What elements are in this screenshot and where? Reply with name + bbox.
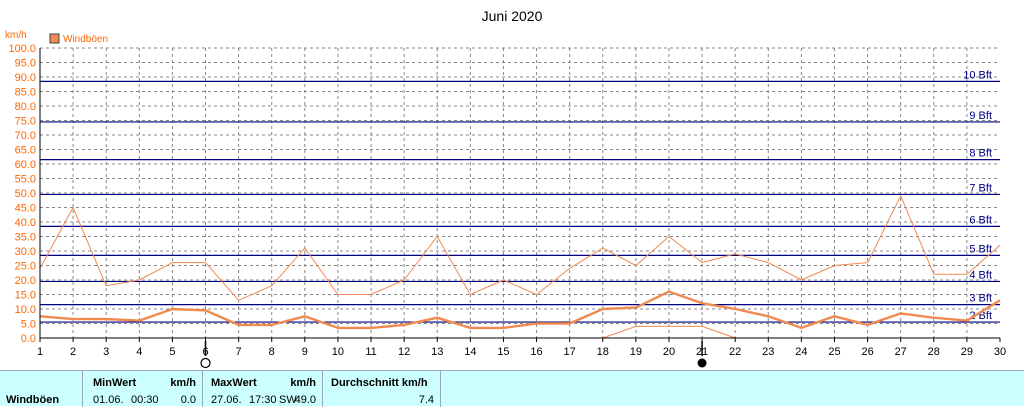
stats-avg-cell: Durchschnitt km/h 7.4 xyxy=(323,371,441,407)
y-tick-label: 25.0 xyxy=(15,261,36,273)
y-tick-label: 65.0 xyxy=(15,145,36,157)
y-tick-label: 55.0 xyxy=(15,174,36,186)
series-line-max xyxy=(39,195,1001,301)
x-tick-label: 8 xyxy=(269,346,275,358)
x-tick-label: 13 xyxy=(431,346,443,358)
x-tick-label: 28 xyxy=(928,346,940,358)
beaufort-label: 7 Bft xyxy=(969,182,992,194)
x-tick-label: 22 xyxy=(729,346,741,358)
first-quarter-moon-icon xyxy=(200,357,211,369)
legend-swatch xyxy=(49,33,60,44)
max-unit: km/h xyxy=(290,377,316,389)
stats-row-label: Windböen xyxy=(6,394,60,406)
y-tick-label: 5.0 xyxy=(21,319,36,331)
legend-label: Windböen xyxy=(63,34,108,45)
beaufort-label: 3 Bft xyxy=(969,293,992,305)
y-tick-label: 20.0 xyxy=(15,275,36,287)
beaufort-lines: 2 Bft 3 Bft 4 Bft 5 Bft 6 Bft 7 Bft 8 Bft 9 Bft… xyxy=(40,69,1000,323)
max-date: 27.06. xyxy=(211,394,242,406)
x-tick-label: 2 xyxy=(70,346,76,358)
x-tick-label: 18 xyxy=(597,346,609,358)
y-tick-label: 0.0 xyxy=(21,333,36,345)
beaufort-label: 2 Bft xyxy=(969,310,992,322)
x-tick-label: 30 xyxy=(994,346,1006,358)
series-line-min xyxy=(602,325,736,339)
x-tick-label: 12 xyxy=(398,346,410,358)
x-tick-label: 29 xyxy=(961,346,973,358)
chart: Juni 2020 km/h Windböen 2 Bft 3 Bft 4 Bft 5… xyxy=(5,8,1006,369)
y-tick-label: 40.0 xyxy=(15,217,36,229)
x-tick-label: 11 xyxy=(365,346,376,358)
y-axis-unit: km/h xyxy=(5,30,27,41)
beaufort-label: 8 Bft xyxy=(969,148,992,160)
beaufort-label: 4 Bft xyxy=(969,269,992,281)
y-tick-label: 15.0 xyxy=(15,290,36,302)
min-unit: km/h xyxy=(170,377,196,389)
min-header: MinWert xyxy=(93,377,137,389)
statistics-table: Windböen MinWert km/h 01.06. 00:30 0.0 M… xyxy=(0,370,1024,407)
x-tick-label: 19 xyxy=(630,346,642,358)
series xyxy=(39,195,1001,339)
moon-markers xyxy=(200,341,707,369)
y-tick-label: 85.0 xyxy=(15,87,36,99)
x-tick-label: 24 xyxy=(795,346,807,358)
x-tick-label: 5 xyxy=(169,346,175,358)
beaufort-label: 10 Bft xyxy=(963,69,992,81)
beaufort-label: 9 Bft xyxy=(969,110,992,122)
x-tick-label: 15 xyxy=(497,346,509,358)
max-direction: SW xyxy=(279,394,297,406)
x-tick-label: 4 xyxy=(136,346,142,358)
y-tick-label: 30.0 xyxy=(15,246,36,258)
stats-min-cell: MinWert km/h 01.06. 00:30 0.0 xyxy=(83,371,203,407)
x-tick-label: 27 xyxy=(895,346,907,358)
max-time: 17:30 xyxy=(249,394,277,406)
y-tick-label: 10.0 xyxy=(15,304,36,316)
x-tick-label: 23 xyxy=(762,346,774,358)
min-value: 0.0 xyxy=(180,394,196,406)
x-tick-label: 3 xyxy=(103,346,109,358)
y-tick-label: 100.0 xyxy=(8,43,36,55)
x-tick-label: 9 xyxy=(302,346,308,358)
beaufort-label: 5 Bft xyxy=(969,243,992,255)
stats-max-cell: MaxWert km/h 27.06. 17:30 SW 49.0 xyxy=(203,371,323,407)
x-tick-label: 10 xyxy=(332,346,344,358)
x-tick-label: 20 xyxy=(663,346,675,358)
x-tick-label: 26 xyxy=(861,346,873,358)
y-tick-label: 35.0 xyxy=(15,232,36,244)
y-tick-label: 70.0 xyxy=(15,130,36,142)
x-tick-label: 17 xyxy=(564,346,576,358)
stats-row-label-cell: Windböen xyxy=(0,371,83,407)
x-tick-label: 14 xyxy=(464,346,476,358)
y-tick-label: 95.0 xyxy=(15,58,36,70)
avg-value: 7.4 xyxy=(418,394,434,406)
avg-header: Durchschnitt km/h xyxy=(331,377,428,389)
min-date: 01.06. xyxy=(93,394,124,406)
max-value: 49.0 xyxy=(294,394,316,406)
y-tick-label: 90.0 xyxy=(15,72,36,84)
axes: 0.0 5.0 10.0 15.0 20.0 25.0 30.0 35.0 40.0 45.0 50… xyxy=(8,43,1006,358)
new-moon-icon xyxy=(697,358,707,368)
y-tick-label: 45.0 xyxy=(15,203,36,215)
y-tick-label: 50.0 xyxy=(15,188,36,200)
x-tick-label: 25 xyxy=(828,346,840,358)
series-line-avg xyxy=(39,290,1001,330)
y-tick-label: 75.0 xyxy=(15,116,36,128)
min-time: 00:30 xyxy=(131,394,159,406)
beaufort-label: 6 Bft xyxy=(969,214,992,226)
x-tick-label: 16 xyxy=(530,346,542,358)
y-tick-label: 80.0 xyxy=(15,101,36,113)
chart-title: Juni 2020 xyxy=(482,8,543,24)
y-tick-label: 60.0 xyxy=(15,159,36,171)
grid xyxy=(40,47,1000,338)
x-tick-label: 7 xyxy=(236,346,242,358)
x-tick-label: 1 xyxy=(37,346,43,358)
max-header: MaxWert xyxy=(211,377,257,389)
